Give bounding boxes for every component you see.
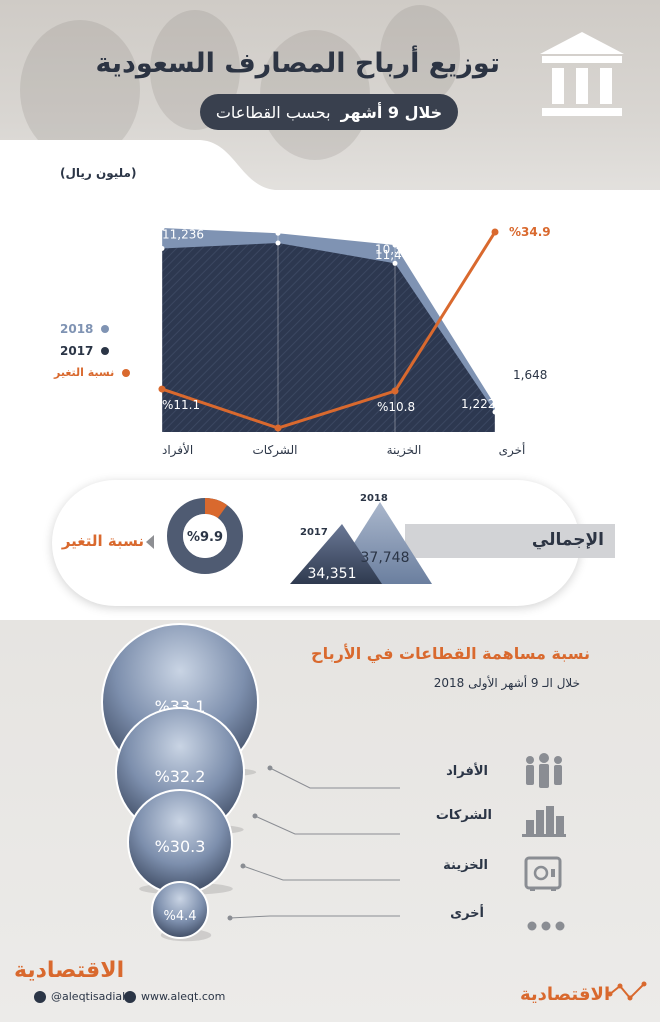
trend-line-icon [608, 981, 647, 1001]
triangle-2017 [290, 524, 382, 584]
contribution-subtitle: خلال الـ 9 أشهر الأولى 2018 [433, 676, 580, 690]
total-year-2018: 2018 [360, 493, 388, 504]
total-value-2017: 34,351 [308, 566, 357, 582]
safe-icon [524, 856, 562, 891]
twitter-link[interactable]: @aleqtisadiah [34, 990, 129, 1003]
total-year-2017: 2017 [300, 527, 328, 538]
label-2017-3: 1,222 [461, 397, 495, 411]
point-2018-2 [392, 242, 398, 248]
change-point-2 [391, 387, 399, 395]
leader-line-2 [242, 865, 400, 881]
legend-2018: 2018 [60, 322, 110, 336]
change-line [161, 231, 497, 430]
point-2017-1 [275, 240, 281, 246]
sector-label-companies: الشركات [435, 808, 492, 823]
legend-2018-label: 2018 [60, 322, 94, 336]
label-2018-1: 12,168 [278, 214, 320, 228]
subtitle-rest: بحسب القطاعات [215, 102, 331, 122]
category-label-1: الشركات [253, 443, 298, 458]
label-2018-0: 12,488 [162, 209, 204, 223]
subtitle-strong: خلال 9 أشهر [340, 102, 443, 122]
point-2017-0 [159, 245, 165, 251]
label-change-2: %10.8 [377, 400, 415, 414]
unit-label: (مليون ريال) [60, 166, 137, 180]
change-arrow-icon [146, 535, 154, 549]
point-2018-0 [159, 225, 165, 231]
sector-label-other: أخرى [450, 906, 484, 921]
leader-line-0 [269, 767, 400, 789]
label-change-3: %34.9 [509, 225, 551, 239]
point-2017-2 [392, 260, 398, 266]
label-2017-2: 10,324 [375, 242, 417, 256]
brand-logo: الاقتصادية [14, 958, 125, 983]
total-triangles: 2018 2017 37,748 34,351 [290, 493, 432, 584]
buildings-icon [522, 806, 566, 837]
legend-change: نسبة التغير [54, 366, 131, 379]
leader-dot-3 [227, 915, 233, 921]
label-2018-2: 11,443 [375, 248, 417, 262]
label-2017-0: 11,236 [162, 227, 204, 241]
category-label-0: الأفراد [162, 442, 193, 458]
leader-line-3 [229, 915, 400, 919]
leader-dot-0 [267, 765, 273, 771]
bubble-label-2: %30.3 [155, 837, 206, 856]
subtitle-pill: خلال 9 أشهر بحسب القطاعات [200, 94, 458, 130]
legend-2017: 2017 [60, 344, 110, 358]
total-label: الإجمالي [531, 530, 604, 550]
total-band [405, 524, 615, 558]
leader-line-1 [254, 815, 400, 835]
label-2018-3: 1,648 [513, 368, 547, 382]
website-link[interactable]: www.aleqt.com [124, 990, 225, 1003]
twitter-icon [34, 990, 46, 1003]
globe-icon [124, 990, 136, 1003]
area-2017 [162, 242, 495, 432]
change-point-0 [158, 385, 166, 393]
contribution-bubbles: %33.1%32.2%30.3%4.4 [101, 623, 400, 942]
change-donut: %9.9 [167, 498, 243, 574]
sector-area-chart: 12,488 12,168 11,443 1,648 11,236 11,570 10,32… [0, 140, 660, 480]
bubble-label-3: %4.4 [163, 909, 196, 924]
category-label-2: الخزينة [387, 443, 422, 458]
category-label-3: أخرى [499, 442, 526, 458]
donut-value: %9.9 [187, 530, 223, 545]
sector-label-individuals: الأفراد [446, 764, 488, 779]
legend-dot-2018 [101, 325, 110, 333]
sector-label-treasury: الخزينة [443, 858, 488, 873]
bank-icon [540, 32, 624, 116]
change-point-3 [491, 228, 499, 236]
legend-change-label: نسبة التغير [54, 366, 115, 379]
label-2017-1: 11,570 [278, 220, 320, 234]
label-change-1: %5.2 [264, 437, 295, 451]
point-2017-3 [492, 409, 498, 415]
change-point-1 [274, 424, 282, 432]
website-url: www.aleqt.com [141, 990, 226, 1003]
point-2018-1 [275, 230, 281, 236]
page-title: توزيع أرباح المصارف السعودية [95, 48, 500, 79]
change-label: نسبة التغير [61, 532, 144, 550]
twitter-handle: @aleqtisadiah [51, 990, 130, 1003]
bubble-3 [151, 881, 209, 939]
leader-dot-1 [252, 813, 258, 819]
more-dots-icon [527, 921, 565, 931]
contribution-title: نسبة مساهمة القطاعات في الأرباح [311, 644, 590, 663]
people-icon [526, 753, 562, 788]
legend-dot-2017 [101, 347, 110, 355]
brand-logo-footer: الاقتصادية [520, 984, 611, 1005]
point-2018-3 [492, 402, 498, 408]
total-value-2018: 37,748 [361, 550, 410, 566]
legend-dot-change [122, 368, 131, 377]
legend-2017-label: 2017 [60, 344, 94, 358]
leader-dot-2 [240, 863, 246, 869]
label-change-0: %11.1 [162, 398, 200, 412]
donut-change-arc [167, 498, 243, 574]
bubble-label-1: %32.2 [155, 767, 206, 786]
